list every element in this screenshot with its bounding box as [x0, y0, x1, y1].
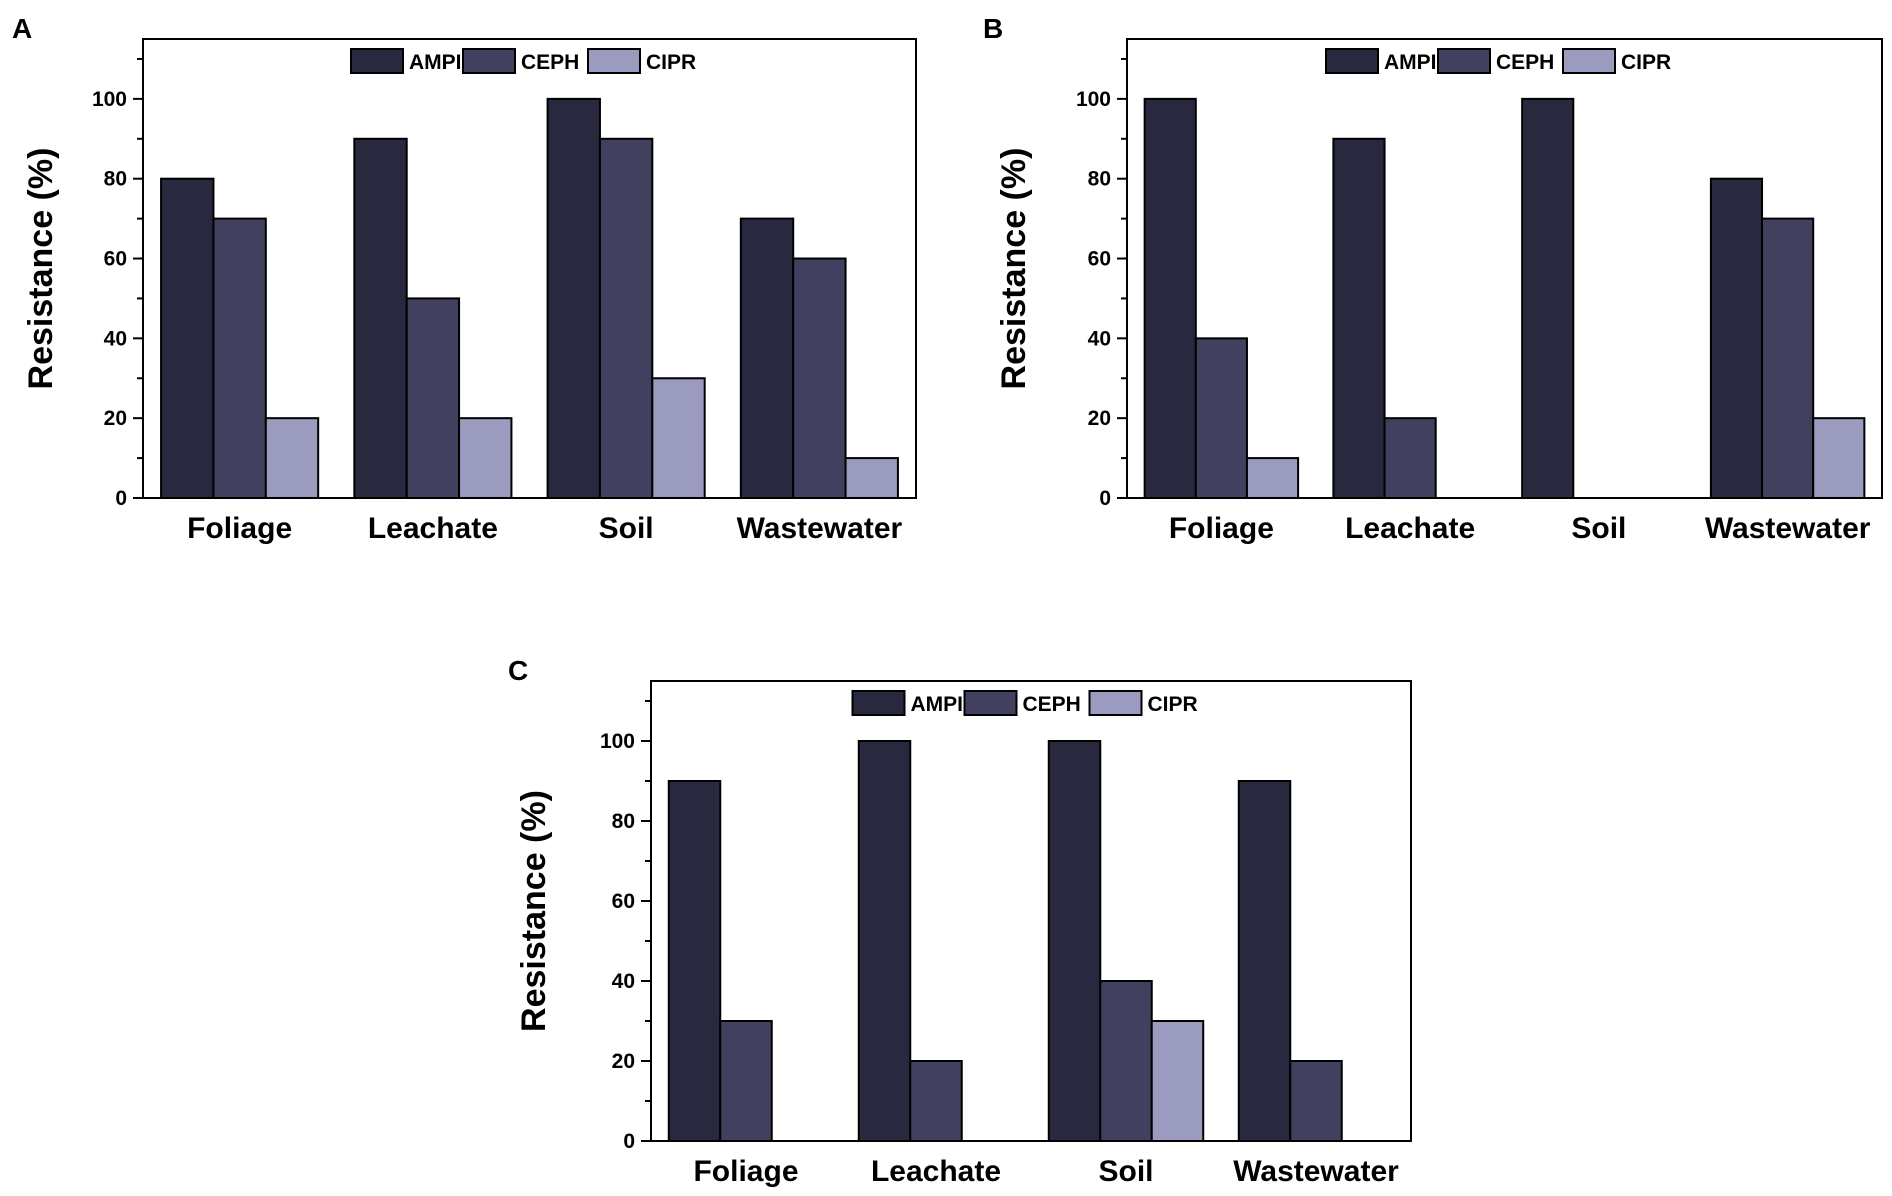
panel-label: B — [983, 13, 1003, 44]
bar-ampi-leachate — [1332, 137, 1386, 499]
legend-label-cipr: CIPR — [646, 51, 696, 74]
legend-swatch-ampi — [851, 690, 906, 716]
bar-ampi-foliage — [667, 780, 722, 1142]
bar-ampi-soil — [1521, 97, 1575, 499]
bar-ceph-foliage — [212, 217, 267, 499]
bar-ampi-leachate — [857, 740, 912, 1142]
bar-ceph-wastewater — [792, 257, 847, 499]
y-tick-label: 40 — [612, 970, 635, 993]
axes-frame — [1126, 38, 1883, 499]
axes-frame — [142, 38, 917, 499]
bar-ceph-wastewater — [1761, 217, 1815, 499]
bar-cipr-soil — [651, 377, 706, 499]
legend-swatch-ampi — [350, 48, 404, 74]
legend-label-ceph: CEPH — [1023, 693, 1081, 716]
bar-ceph-soil — [1099, 980, 1153, 1142]
x-tick-label: Wastewater — [1233, 1155, 1399, 1188]
chart-panel-b: B Foliage Leachate Soil Wastewater 0 20 40 60 80 1… — [983, 13, 1883, 545]
bar-cipr-leachate — [458, 417, 513, 500]
bar-ampi-leachate — [353, 137, 408, 499]
y-tick-label: 20 — [612, 1050, 635, 1073]
bar-ampi-wastewater — [1709, 177, 1764, 499]
bar-ceph-foliage — [1194, 337, 1248, 500]
legend-swatch-ceph — [1437, 48, 1491, 74]
y-tick-label: 100 — [1076, 88, 1111, 111]
x-tick-label: Soil — [1098, 1155, 1153, 1188]
chart-panel-c: C Foliage Leachate Soil Wastewater 0 20 40 60 80 1… — [508, 655, 1412, 1188]
x-tick-label: Wastewater — [1705, 512, 1871, 545]
y-axis-title: Resistance (%) — [995, 148, 1033, 390]
bar-cipr-wastewater — [1812, 417, 1866, 500]
y-tick-label: 0 — [1099, 487, 1111, 510]
legend-label-ceph: CEPH — [521, 51, 579, 74]
axes-frame — [650, 680, 1412, 1142]
legend-swatch-ceph — [462, 48, 516, 74]
legend-label-cipr: CIPR — [1621, 51, 1671, 74]
bar-cipr-soil — [1150, 1020, 1205, 1142]
bar-ceph-wastewater — [1289, 1060, 1343, 1142]
bar-cipr-foliage — [264, 417, 320, 500]
x-tick-label: Soil — [599, 512, 654, 545]
y-axis-title: Resistance (%) — [22, 148, 60, 390]
bar-cipr-wastewater — [844, 457, 899, 499]
bar-ampi-wastewater — [1237, 780, 1292, 1142]
bar-ampi-soil — [1047, 740, 1102, 1142]
legend-label-cipr: CIPR — [1148, 693, 1198, 716]
x-tick-label: Leachate — [871, 1155, 1001, 1188]
legend-swatch-cipr — [587, 48, 641, 74]
bar-ceph-leachate — [909, 1060, 963, 1142]
y-tick-label: 100 — [92, 88, 127, 111]
y-tick-label: 40 — [1088, 327, 1111, 350]
legend-swatch-cipr — [1562, 48, 1616, 74]
bar-ampi-soil — [546, 97, 601, 499]
x-tick-label: Soil — [1571, 512, 1626, 545]
bar-ceph-soil — [598, 137, 654, 499]
y-tick-label: 60 — [104, 248, 127, 271]
panel-label: A — [12, 13, 32, 44]
y-tick-label: 60 — [612, 890, 635, 913]
x-tick-label: Leachate — [1345, 512, 1475, 545]
legend-swatch-ceph — [963, 690, 1018, 716]
y-tick-label: 60 — [1088, 248, 1111, 271]
legend-label-ampi: AMPI — [1384, 51, 1437, 74]
panel-label: C — [508, 655, 528, 686]
bar-ceph-foliage — [719, 1020, 773, 1142]
y-tick-label: 0 — [115, 487, 127, 510]
legend-label-ampi: AMPI — [911, 693, 964, 716]
y-tick-label: 40 — [104, 327, 127, 350]
bar-ampi-foliage — [160, 177, 215, 499]
bar-ampi-wastewater — [739, 217, 795, 499]
bar-ampi-foliage — [1143, 97, 1197, 499]
legend-swatch-ampi — [1325, 48, 1379, 74]
x-tick-label: Foliage — [1169, 512, 1274, 545]
bar-cipr-foliage — [1245, 457, 1300, 499]
y-tick-label: 100 — [600, 730, 635, 753]
y-tick-label: 80 — [612, 810, 635, 833]
y-tick-label: 0 — [623, 1130, 635, 1153]
y-tick-label: 80 — [104, 168, 127, 191]
y-tick-label: 80 — [1088, 168, 1111, 191]
legend-label-ceph: CEPH — [1496, 51, 1554, 74]
legend-swatch-cipr — [1088, 690, 1143, 716]
chart-panel-a: A Foliage Leachate Soil Wastewater 0 20 40 60 80 1… — [12, 13, 917, 545]
x-tick-label: Foliage — [187, 512, 292, 545]
x-tick-label: Foliage — [693, 1155, 798, 1188]
y-tick-label: 20 — [104, 407, 127, 430]
bar-ceph-leachate — [1383, 417, 1437, 500]
bar-ceph-leachate — [405, 297, 461, 499]
legend-label-ampi: AMPI — [409, 51, 462, 74]
y-axis-title: Resistance (%) — [515, 790, 553, 1032]
y-tick-label: 20 — [1088, 407, 1111, 430]
x-tick-label: Wastewater — [737, 512, 903, 545]
x-tick-label: Leachate — [368, 512, 498, 545]
